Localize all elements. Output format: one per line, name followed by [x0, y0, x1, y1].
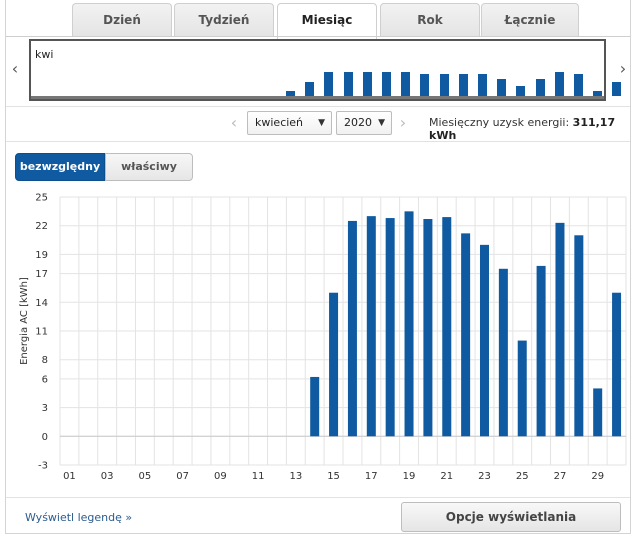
overview-bar [382, 72, 391, 96]
x-tick-label: 21 [440, 471, 453, 482]
month-select-value: kwiecień [255, 116, 304, 129]
overview-bar [305, 81, 315, 96]
bar-day-15 [329, 292, 339, 437]
overview-bar [401, 72, 411, 96]
tab-week[interactable]: Tydzień [174, 3, 274, 37]
show-legend-link[interactable]: Wyświetl legendę » [25, 511, 133, 524]
x-tick-label: 11 [252, 471, 265, 482]
divider [6, 106, 630, 107]
divider [6, 497, 630, 498]
x-tick-label: 01 [63, 471, 76, 482]
month-select[interactable]: kwiecień ▼ [247, 111, 332, 135]
bar-day-23 [480, 244, 489, 437]
y-tick-label: 19 [35, 250, 48, 261]
y-tick-label: 8 [42, 355, 48, 366]
prev-month-arrow-icon[interactable]: ‹ [230, 113, 238, 132]
chevron-down-icon: ▼ [378, 118, 385, 128]
overview-bar [535, 79, 545, 96]
overview-bar [516, 86, 526, 96]
bar-day-22 [461, 233, 471, 437]
tabs-divider [6, 36, 630, 37]
bar-day-26 [536, 265, 546, 437]
bar-day-30 [612, 292, 622, 437]
overview-next-arrow-icon[interactable]: › [619, 59, 627, 78]
overview-bar [574, 74, 583, 96]
x-tick-label: 29 [591, 471, 604, 482]
year-select[interactable]: 2020 ▼ [336, 111, 392, 135]
bar-day-14 [310, 376, 320, 437]
x-tick-label: 25 [516, 471, 529, 482]
bar-day-25 [517, 340, 527, 437]
x-tick-label: 15 [327, 471, 340, 482]
bar-day-21 [442, 217, 452, 437]
monthly-energy-label: Miesięczny uzysk energii: [429, 116, 570, 129]
bar-day-18 [385, 218, 395, 437]
bar-day-24 [498, 268, 508, 437]
y-tick-label: 11 [35, 327, 48, 338]
x-tick-label: 03 [101, 471, 114, 482]
tab-day[interactable]: Dzień [72, 3, 172, 37]
chevron-down-icon: ▼ [318, 118, 325, 128]
bar-day-28 [574, 235, 584, 437]
y-tick-label: 3 [42, 403, 48, 414]
bar-day-17 [366, 216, 376, 437]
overview-bar [554, 72, 564, 96]
month-overview-navigator[interactable]: kwi [29, 39, 622, 101]
overview-bar [478, 74, 487, 96]
bar-day-16 [347, 220, 357, 437]
x-tick-label: 07 [176, 471, 189, 482]
absolute-mode-button[interactable]: bezwzględny [15, 153, 105, 181]
y-tick-label: -3 [38, 461, 48, 472]
overview-month-label: kwi [35, 48, 54, 61]
y-axis-title: Energia AC [kWh] [19, 277, 30, 365]
tab-total[interactable]: Łącznie [481, 3, 579, 37]
overview-bar [324, 72, 334, 96]
x-tick-label: 09 [214, 471, 227, 482]
monthly-energy-value: 311,17 kWh [429, 116, 616, 142]
overview-bar [612, 81, 622, 96]
next-month-arrow-icon[interactable]: › [399, 113, 407, 132]
monthly-energy-summary: Miesięczny uzysk energii: 311,17 kWh [429, 116, 635, 142]
y-tick-label: 14 [35, 298, 48, 309]
x-tick-label: 05 [139, 471, 152, 482]
app-frame [5, 0, 631, 534]
overview-bar [343, 72, 353, 96]
overview-bar [593, 91, 603, 96]
year-select-value: 2020 [344, 116, 372, 129]
y-tick-label: 17 [35, 269, 48, 280]
overview-bar [362, 72, 372, 96]
tab-month[interactable]: Miesiąc [277, 3, 377, 39]
overview-bar [497, 79, 507, 96]
bar-day-27 [555, 222, 565, 437]
specific-mode-button[interactable]: właściwy [105, 153, 193, 181]
overview-bar [458, 74, 468, 96]
x-tick-label: 23 [478, 471, 491, 482]
y-tick-label: 22 [35, 221, 48, 232]
x-tick-label: 17 [365, 471, 378, 482]
overview-range-handle[interactable] [31, 96, 604, 99]
bar-day-20 [423, 219, 433, 437]
overview-bar [439, 74, 449, 96]
x-tick-label: 13 [289, 471, 302, 482]
y-tick-label: 25 [35, 193, 48, 204]
divider [6, 141, 630, 142]
bar-day-19 [404, 211, 414, 437]
overview-bar [420, 74, 430, 96]
x-tick-label: 27 [554, 471, 567, 482]
tab-year[interactable]: Rok [380, 3, 480, 37]
bar-day-29 [593, 388, 603, 437]
y-tick-label: 0 [42, 432, 48, 443]
y-tick-label: 6 [42, 374, 48, 385]
x-tick-label: 19 [403, 471, 416, 482]
display-options-button[interactable]: Opcje wyświetlania [401, 502, 621, 532]
overview-prev-arrow-icon[interactable]: ‹ [11, 59, 19, 78]
overview-bar [286, 91, 295, 96]
